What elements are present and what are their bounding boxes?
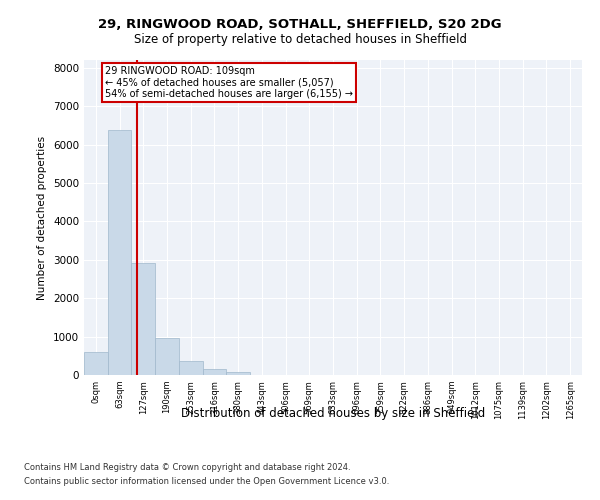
Bar — [84, 352, 108, 375]
Text: Contains public sector information licensed under the Open Government Licence v3: Contains public sector information licen… — [24, 478, 389, 486]
Bar — [226, 372, 250, 375]
Text: Contains HM Land Registry data © Crown copyright and database right 2024.: Contains HM Land Registry data © Crown c… — [24, 462, 350, 471]
Bar — [203, 369, 226, 375]
Bar — [155, 338, 179, 375]
Bar — [179, 361, 203, 375]
Bar — [131, 263, 155, 375]
Y-axis label: Number of detached properties: Number of detached properties — [37, 136, 47, 300]
Bar — [108, 130, 131, 375]
Text: 29 RINGWOOD ROAD: 109sqm
← 45% of detached houses are smaller (5,057)
54% of sem: 29 RINGWOOD ROAD: 109sqm ← 45% of detach… — [106, 66, 353, 99]
Text: Size of property relative to detached houses in Sheffield: Size of property relative to detached ho… — [133, 32, 467, 46]
Text: Distribution of detached houses by size in Sheffield: Distribution of detached houses by size … — [181, 408, 485, 420]
Text: 29, RINGWOOD ROAD, SOTHALL, SHEFFIELD, S20 2DG: 29, RINGWOOD ROAD, SOTHALL, SHEFFIELD, S… — [98, 18, 502, 30]
